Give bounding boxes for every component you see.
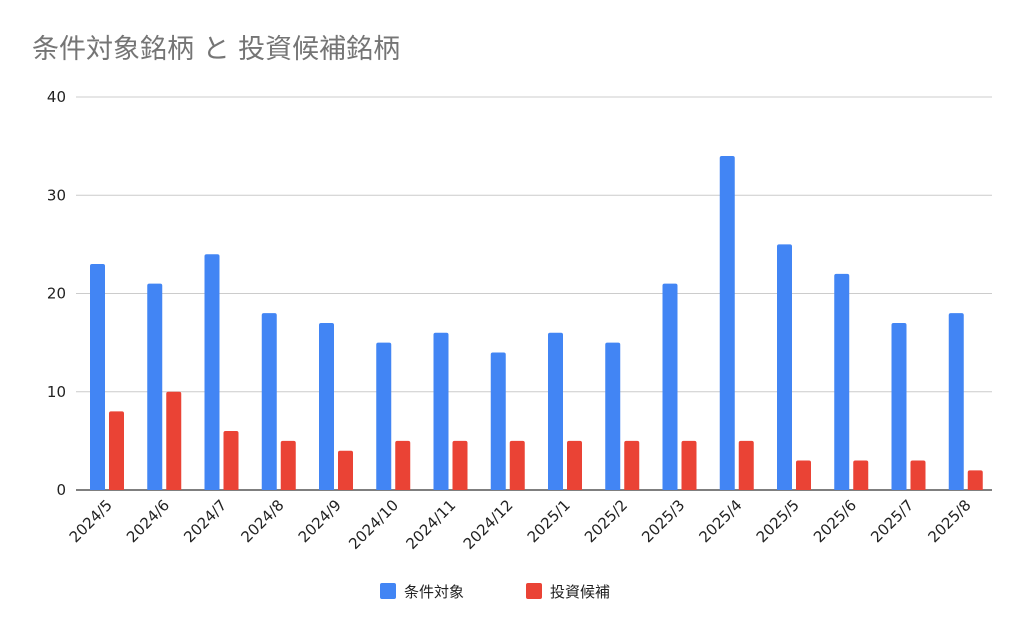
y-tick-label: 20 — [47, 285, 66, 303]
x-tick-label: 2024/9 — [295, 496, 345, 546]
bar-series2-2024-8 — [280, 440, 296, 490]
bar-series1-2025-3 — [662, 283, 678, 490]
legend-swatch — [380, 583, 396, 599]
bar-series1-2025-6 — [834, 273, 850, 490]
y-axis-ticks: 0 10 20 30 40 — [47, 88, 66, 499]
bar-series2-2024-12 — [509, 440, 525, 490]
x-tick-label: 2024/8 — [238, 496, 288, 546]
bar-series1-2024-10 — [376, 342, 392, 490]
x-tick-label: 2024/6 — [123, 496, 173, 546]
bar-series1-2024-7 — [204, 254, 220, 490]
x-tick-label: 2024/10 — [345, 496, 402, 553]
bar-series1-2025-4 — [719, 155, 735, 490]
x-tick-label: 2024/5 — [66, 496, 116, 546]
y-tick-label: 40 — [47, 88, 66, 106]
x-tick-label: 2024/12 — [460, 496, 517, 553]
bar-series1-2025-7 — [891, 322, 907, 490]
bar-series2-2025-6 — [853, 460, 869, 490]
x-tick-label: 2025/1 — [524, 496, 574, 546]
bar-series1-2024-6 — [147, 283, 163, 490]
x-tick-label: 2025/5 — [753, 496, 803, 546]
x-tick-label: 2024/11 — [403, 496, 460, 553]
bar-series2-2025-1 — [567, 440, 582, 490]
bar-series2-2025-2 — [624, 440, 640, 490]
legend-label: 投資候補 — [550, 583, 610, 601]
x-tick-label: 2025/7 — [867, 496, 917, 546]
bar-series1-2025-1 — [548, 332, 563, 490]
bar-series1-2024-8 — [261, 313, 277, 490]
bar-series1-2025-2 — [605, 342, 621, 490]
bar-series1-2025-5 — [777, 244, 792, 490]
bar-series1-2024-9 — [319, 322, 334, 490]
x-tick-label: 2025/3 — [638, 496, 688, 546]
bar-series2-2025-8 — [967, 470, 983, 490]
bar-series2-2024-7 — [223, 431, 239, 490]
y-tick-label: 10 — [47, 383, 66, 401]
bar-series2-2024-9 — [338, 450, 353, 490]
bar-series1-2024-11 — [433, 332, 449, 490]
x-tick-label: 2025/2 — [581, 496, 631, 546]
x-tick-label: 2025/6 — [810, 496, 860, 546]
bars — [90, 155, 983, 490]
chart-title: 条件対象銘柄 と 投資候補銘柄 — [32, 34, 400, 65]
x-tick-label: 2024/7 — [180, 496, 230, 546]
x-tick-label: 2025/8 — [925, 496, 975, 546]
x-axis-ticks: 2024/5 2024/6 2024/7 2024/8 2024/9 2024/10 202… — [66, 496, 975, 553]
bar-series1-2024-5 — [90, 264, 105, 490]
bar-series1-2025-8 — [948, 313, 964, 490]
legend-swatch — [526, 583, 542, 599]
y-tick-label: 30 — [47, 186, 66, 204]
bar-series2-2024-6 — [166, 391, 182, 490]
bar-series2-2025-5 — [796, 460, 811, 490]
legend: 条件対象 投資候補 — [380, 583, 610, 601]
y-tick-label: 0 — [56, 481, 66, 499]
bar-series1-2024-12 — [490, 352, 506, 490]
bar-series2-2025-4 — [738, 440, 754, 490]
legend-item: 条件対象 — [380, 583, 464, 601]
legend-item: 投資候補 — [526, 583, 610, 601]
legend-label: 条件対象 — [404, 583, 464, 601]
bar-series2-2024-11 — [452, 440, 468, 490]
bar-series2-2024-10 — [395, 440, 411, 490]
x-tick-label: 2025/4 — [696, 496, 746, 546]
bar-series2-2025-7 — [910, 460, 926, 490]
bar-series2-2024-5 — [109, 411, 124, 490]
bar-series2-2025-3 — [681, 440, 697, 490]
